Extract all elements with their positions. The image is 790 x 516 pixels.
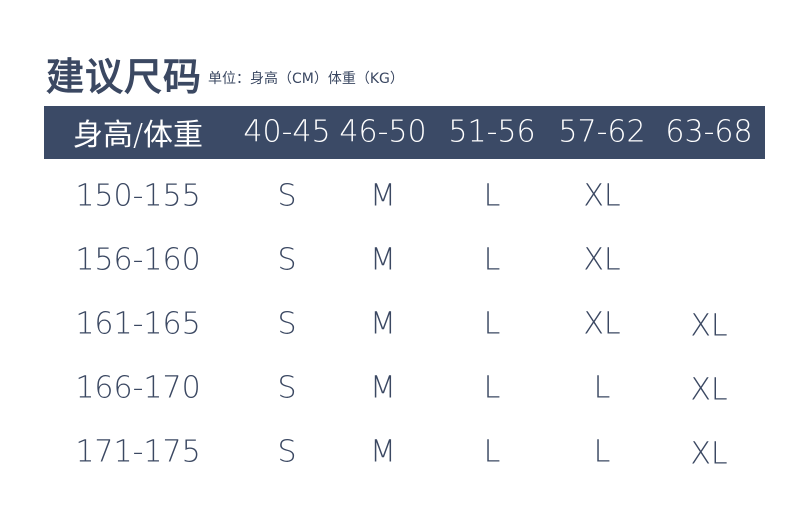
header-cell: 57-62	[558, 114, 646, 150]
page-title: 建议尺码	[46, 55, 203, 99]
row-height-cell: 161-165	[75, 306, 201, 342]
header-cell: 63-68	[665, 114, 753, 150]
size-cell: L	[483, 306, 501, 342]
size-cell: XL	[583, 306, 621, 342]
size-cell: XL	[690, 436, 728, 472]
size-cell: L	[483, 434, 501, 470]
size-cell: S	[277, 242, 297, 278]
size-cell: L	[593, 434, 611, 470]
unit-note: 单位：身高（CM）体重（KG）	[208, 71, 404, 87]
size-cell: L	[483, 370, 501, 406]
size-cell: L	[483, 178, 501, 214]
size-cell: XL	[690, 308, 728, 344]
row-height-cell: 166-170	[75, 370, 201, 406]
size-cell: XL	[583, 178, 621, 214]
header-cell: 40-45	[243, 114, 331, 150]
size-cell: M	[370, 434, 396, 470]
row-height-cell: 171-175	[75, 434, 201, 470]
row-height-cell: 150-155	[75, 178, 201, 214]
size-cell: M	[370, 242, 396, 278]
size-cell: XL	[690, 372, 728, 408]
table-header	[44, 106, 765, 159]
header-cell: 51-56	[448, 114, 536, 150]
size-cell: L	[593, 370, 611, 406]
header-cell: 46-50	[339, 114, 427, 150]
size-cell: M	[370, 370, 396, 406]
header-cell: 身高/体重	[72, 118, 204, 153]
size-cell: S	[277, 434, 297, 470]
size-cell: M	[370, 178, 396, 214]
size-cell: S	[277, 370, 297, 406]
size-cell: M	[370, 306, 396, 342]
size-cell: S	[277, 178, 297, 214]
size-cell: XL	[583, 242, 621, 278]
row-height-cell: 156-160	[75, 242, 201, 278]
size-cell: S	[277, 306, 297, 342]
size-cell: L	[483, 242, 501, 278]
